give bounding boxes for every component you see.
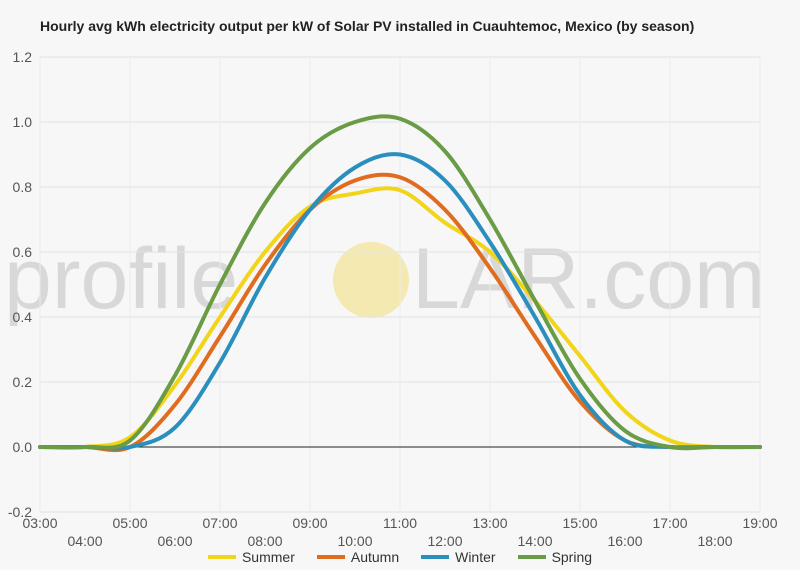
x-tick-label: 08:00 [247, 533, 282, 549]
x-axis-ticks: 03:00 05:00 07:00 09:00 11:00 13:00 15:00 17:00… [22, 515, 777, 549]
y-tick-label: 0.4 [13, 309, 33, 325]
watermark-text-right: LAR.com [412, 231, 766, 327]
legend-item-spring: Spring [517, 549, 593, 565]
y-tick-label: 0.8 [13, 179, 33, 195]
x-tick-label: 11:00 [383, 515, 417, 531]
watermark: profile LAR.com [4, 231, 766, 327]
x-tick-label: 14:00 [517, 533, 552, 549]
x-tick-label: 10:00 [337, 533, 372, 549]
legend-label: Autumn [350, 549, 400, 565]
y-tick-label: 0.0 [13, 439, 33, 455]
y-tick-label: 1.0 [13, 114, 33, 130]
legend: Summer Autumn Winter Spring [0, 549, 800, 565]
legend-item-summer: Summer [207, 549, 295, 565]
series-line-winter [38, 152, 762, 451]
x-tick-label: 16:00 [607, 533, 642, 549]
x-tick-label: 13:00 [472, 515, 507, 531]
legend-swatch [316, 555, 345, 559]
x-tick-label: 12:00 [427, 533, 462, 549]
legend-swatch [517, 555, 546, 559]
series-line-summer [38, 186, 762, 450]
x-tick-label: 03:00 [22, 515, 57, 531]
y-axis-ticks: -0.2 0.0 0.2 0.4 0.6 0.8 1.0 1.2 [8, 49, 32, 520]
x-tick-label: 19:00 [742, 515, 777, 531]
legend-swatch [421, 555, 450, 559]
series-lines [38, 114, 762, 453]
x-tick-label: 06:00 [157, 533, 192, 549]
legend-swatch [207, 555, 236, 559]
watermark-sun [333, 242, 409, 318]
legend-label: Winter [455, 549, 496, 565]
y-tick-label: 0.6 [13, 244, 33, 260]
legend-label: Summer [241, 549, 295, 565]
x-tick-label: 07:00 [202, 515, 237, 531]
x-tick-label: 17:00 [652, 515, 687, 531]
chart-title: Hourly avg kWh electricity output per kW… [40, 18, 695, 34]
legend-item-winter: Winter [421, 549, 496, 565]
x-tick-label: 05:00 [112, 515, 147, 531]
y-tick-label: 1.2 [13, 49, 33, 65]
x-tick-label: 04:00 [67, 533, 102, 549]
y-tick-label: 0.2 [13, 374, 33, 390]
y-tick-label: -0.2 [8, 504, 32, 520]
series-line-spring [38, 114, 762, 451]
legend-label: Spring [551, 549, 593, 565]
x-tick-label: 18:00 [697, 533, 732, 549]
watermark-text-left: profile [4, 231, 238, 327]
legend-item-autumn: Autumn [316, 549, 400, 565]
x-tick-label: 09:00 [292, 515, 327, 531]
x-tick-label: 15:00 [562, 515, 597, 531]
